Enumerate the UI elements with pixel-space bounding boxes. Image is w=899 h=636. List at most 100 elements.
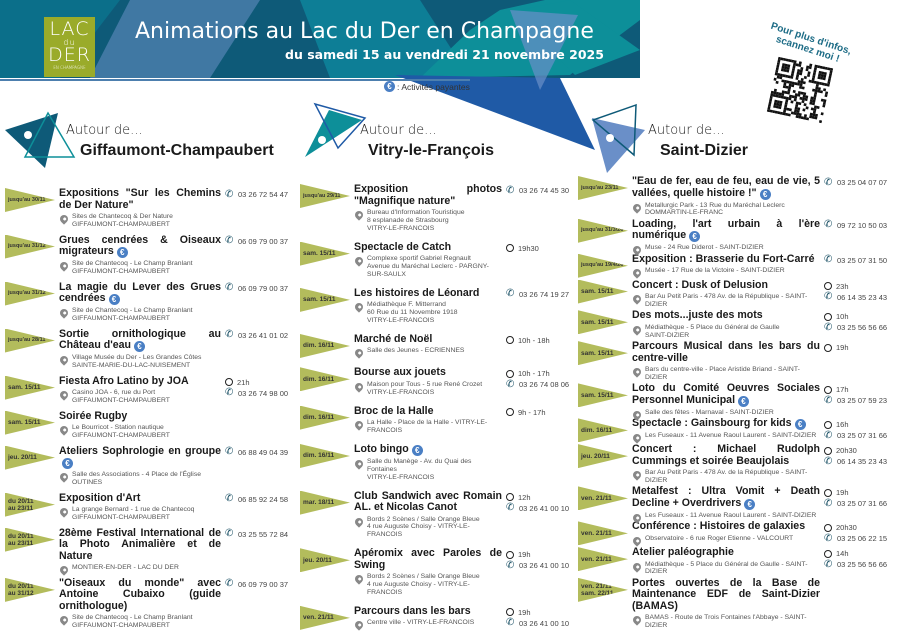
event-item[interactable]: jusqu'au 19/4/26 Exposition : Brasserie d…: [578, 253, 894, 279]
event-phone[interactable]: ✆ 03 25 06 22 15: [824, 533, 894, 544]
event-title[interactable]: Spectacle : Gainsbourg for kids €: [632, 418, 820, 431]
event-title[interactable]: Expositions "Sur les Chemins de Der Natu…: [59, 187, 221, 211]
event-item[interactable]: mar. 18/11 Club Sandwich avec Romain AL. …: [300, 490, 576, 539]
event-item[interactable]: sam. 15/11 Des mots...juste des mots Média…: [578, 310, 894, 339]
event-item[interactable]: ven. 21/11 Parcours dans les bars Centre v…: [300, 605, 576, 632]
date-line: ven. 21/11: [581, 529, 612, 537]
event-item[interactable]: jeu. 20/11 Apéromix avec Paroles de Swing…: [300, 548, 576, 596]
event-item[interactable]: ven. 21/11 Metalfest : Ultra Vomit + Deat…: [578, 486, 894, 524]
event-title[interactable]: Soirée Rugby: [59, 410, 221, 423]
event-item[interactable]: du 20/11 au 31/12 "Oiseaux du monde" avec …: [5, 577, 295, 630]
event-title[interactable]: La magie du Lever des Grues cendrées €: [59, 281, 221, 306]
event-item[interactable]: sam. 15/11 Fiesta Afro Latino by JOA Casin…: [5, 375, 295, 405]
event-title[interactable]: Exposition photos "Magnifique nature": [354, 183, 502, 207]
event-title[interactable]: 28ème Festival International de la Photo…: [59, 527, 221, 563]
event-item[interactable]: jusqu'au 23/11 "Eau de fer, eau de feu, e…: [578, 175, 894, 217]
event-item[interactable]: dim. 16/11 Spectacle : Gainsbourg for kid…: [578, 418, 894, 445]
event-item[interactable]: ven. 21/11 Conférence : Histoires de gala…: [578, 521, 894, 547]
event-phone[interactable]: ✆ 03 26 41 00 10: [506, 560, 576, 571]
event-time: 20h30: [824, 445, 894, 456]
event-phone[interactable]: ✆ 03 26 74 19 27: [506, 289, 576, 300]
event-item[interactable]: ven. 21/11 Atelier paléographie Médiathèqu…: [578, 546, 894, 576]
event-item[interactable]: sam. 15/11 Concert : Dusk of Delusion Bar …: [578, 279, 894, 309]
event-title[interactable]: Portes ouvertes de la Base de Maintenanc…: [632, 577, 820, 613]
event-title[interactable]: "Oiseaux du monde" avec Antoine Cubaixo …: [59, 577, 221, 613]
event-title[interactable]: Conférence : Histoires de galaxies: [632, 521, 820, 533]
event-title[interactable]: Club Sandwich avec Romain AL. et Nicolas…: [354, 490, 502, 514]
event-item[interactable]: jusqu'au 31/12 La magie du Lever des Grue…: [5, 281, 295, 323]
event-item[interactable]: dim. 16/11 Bourse aux jouets Maison pour T…: [300, 366, 576, 396]
event-phone[interactable]: ✆ 06 88 49 04 39: [225, 447, 295, 458]
event-phone[interactable]: ✆ 03 25 56 56 66: [824, 559, 894, 570]
event-item[interactable]: sam. 15/11 Soirée Rugby Le Bourricot - Sta…: [5, 410, 295, 440]
event-phone[interactable]: ✆ 06 85 92 24 58: [225, 494, 295, 505]
event-phone[interactable]: ✆ 03 26 74 98 00: [225, 388, 295, 399]
event-phone[interactable]: ✆ 03 26 41 00 10: [506, 503, 576, 514]
event-title[interactable]: Loto du Comité Oeuvres Sociales Personne…: [632, 383, 820, 407]
event-item[interactable]: sam. 15/11 Parcours Musical dans les bars…: [578, 340, 894, 382]
event-title[interactable]: Atelier paléographie: [632, 546, 820, 559]
event-title[interactable]: Concert : Dusk of Delusion: [632, 279, 820, 292]
event-item[interactable]: jusqu'au 30/11 Expositions "Sur les Chemi…: [5, 187, 295, 229]
event-title[interactable]: Broc de la Halle: [354, 405, 502, 418]
event-title[interactable]: Parcours dans les bars: [354, 605, 502, 618]
event-phone[interactable]: ✆ 06 09 79 00 37: [225, 236, 295, 247]
event-phone[interactable]: ✆ 03 25 07 59 23: [824, 395, 894, 406]
event-item[interactable]: jusqu'au 29/11 Exposition photos "Magnifi…: [300, 183, 576, 232]
event-item[interactable]: jeu. 20/11 Ateliers Sophrologie en groupe…: [5, 445, 295, 487]
event-title[interactable]: Metalfest : Ultra Vomit + Death Decline …: [632, 486, 820, 510]
map-pin-icon: [353, 419, 365, 431]
event-item[interactable]: jusqu'au 28/11 Sortie ornithologique au C…: [5, 328, 295, 370]
event-title[interactable]: Marché de Noël: [354, 333, 502, 346]
event-item[interactable]: jusqu'au 31/3/26 Loading, l'art urbain à …: [578, 218, 894, 256]
qr-code[interactable]: [766, 56, 834, 124]
event-phone[interactable]: ✆ 03 26 41 00 10: [506, 618, 576, 629]
event-title[interactable]: Bourse aux jouets: [354, 366, 502, 379]
event-title-text: Expositions "Sur les Chemins de Der Natu…: [59, 187, 221, 211]
event-title[interactable]: Loading, l'art urbain à l'ère numérique €: [632, 218, 820, 243]
event-phone[interactable]: ✆ 03 26 72 54 47: [225, 189, 295, 200]
event-item[interactable]: ven. 21/11 sam. 22/11 Portes ouvertes de l…: [578, 577, 894, 630]
event-item[interactable]: jusqu'au 31/12 Grues cendrées & Oiseaux m…: [5, 234, 295, 276]
event-title[interactable]: Spectacle de Catch: [354, 241, 502, 254]
event-contact: ✆ 03 26 72 54 47: [225, 188, 295, 200]
event-title[interactable]: Parcours Musical dans les bars du centre…: [632, 340, 820, 364]
event-phone[interactable]: ✆ 06 14 35 23 43: [824, 456, 894, 467]
event-title[interactable]: Des mots...juste des mots: [632, 310, 820, 322]
event-phone[interactable]: ✆ 03 26 41 01 02: [225, 330, 295, 341]
event-title[interactable]: Apéromix avec Paroles de Swing: [354, 548, 502, 571]
event-phone[interactable]: ✆ 09 72 10 50 03: [824, 220, 894, 231]
event-item[interactable]: sam. 15/11 Spectacle de Catch Complexe spo…: [300, 241, 576, 279]
event-phone[interactable]: ✆ 03 26 74 45 30: [506, 185, 576, 196]
event-phone[interactable]: ✆ 03 25 07 31 66: [824, 498, 894, 509]
event-item[interactable]: jeu. 20/11 Concert : Michael Rudolph Cumm…: [578, 443, 894, 485]
event-title[interactable]: Sortie ornithologique au Château d'eau €: [59, 328, 221, 353]
event-phone[interactable]: ✆ 03 26 74 08 06: [506, 379, 576, 390]
event-title[interactable]: Exposition d'Art: [59, 492, 221, 505]
event-title[interactable]: Exposition : Brasserie du Fort-Carré: [632, 253, 820, 266]
event-title[interactable]: Fiesta Afro Latino by JOA: [59, 375, 221, 388]
event-item[interactable]: dim. 16/11 Loto bingo € Salle du Manège - A…: [300, 443, 576, 481]
page-title: Animations au Lac du Der en Champagne: [135, 19, 594, 44]
event-title[interactable]: Grues cendrées & Oiseaux migrateurs €: [59, 234, 221, 259]
event-phone[interactable]: ✆ 03 25 04 07 07: [824, 177, 894, 188]
event-title[interactable]: Ateliers Sophrologie en groupe€: [59, 445, 221, 470]
event-title[interactable]: Les histoires de Léonard: [354, 287, 502, 300]
event-phone[interactable]: ✆ 03 25 07 31 66: [824, 430, 894, 441]
event-phone[interactable]: ✆ 06 14 35 23 43: [824, 292, 894, 303]
event-item[interactable]: dim. 16/11 Marché de Noël Salle des Jeunes…: [300, 333, 576, 360]
event-item[interactable]: du 20/11 au 23/11 Exposition d'Art La grang…: [5, 492, 295, 522]
event-title[interactable]: "Eau de fer, eau de feu, eau de vie, 5 v…: [632, 175, 820, 200]
event-phone[interactable]: ✆ 06 09 79 00 37: [225, 283, 295, 294]
event-title[interactable]: Concert : Michael Rudolph Cummings et so…: [632, 443, 820, 467]
event-item[interactable]: sam. 15/11 Loto du Comité Oeuvres Sociale…: [578, 383, 894, 421]
event-item[interactable]: du 20/11 au 23/11 28ème Festival Internati…: [5, 527, 295, 576]
event-phone[interactable]: ✆ 03 25 55 72 84: [225, 529, 295, 540]
event-item[interactable]: dim. 16/11 Broc de la Halle La Halle - Pla…: [300, 405, 576, 435]
event-phone[interactable]: ✆ 03 25 07 31 50: [824, 255, 894, 266]
event-title[interactable]: Loto bingo €: [354, 443, 502, 456]
event-phone[interactable]: ✆ 06 09 79 00 37: [225, 579, 295, 590]
event-phone[interactable]: ✆ 03 25 56 56 66: [824, 322, 894, 333]
date-line: dim. 16/11: [303, 414, 335, 422]
event-item[interactable]: sam. 15/11 Les histoires de Léonard Médiat…: [300, 287, 576, 325]
